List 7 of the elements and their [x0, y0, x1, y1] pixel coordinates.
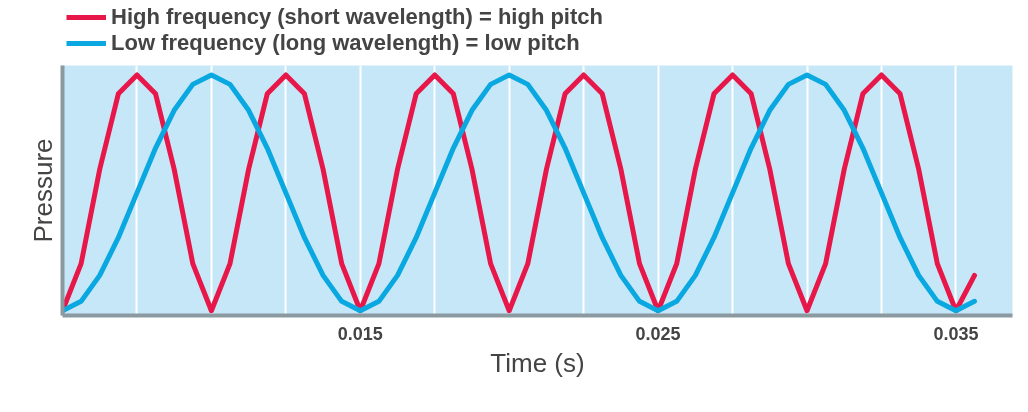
legend-label: Low frequency (long wavelength) = low pitch	[111, 30, 580, 56]
x-tick-label: 0.025	[635, 323, 681, 344]
x-tick-label: 0.035	[933, 323, 979, 344]
x-axis-title: Time (s)	[490, 347, 585, 378]
x-tick-label: 0.015	[337, 323, 383, 344]
y-axis-title: Pressure	[27, 138, 58, 243]
legend-label: High frequency (short wavelength) = high pitch	[111, 4, 603, 30]
